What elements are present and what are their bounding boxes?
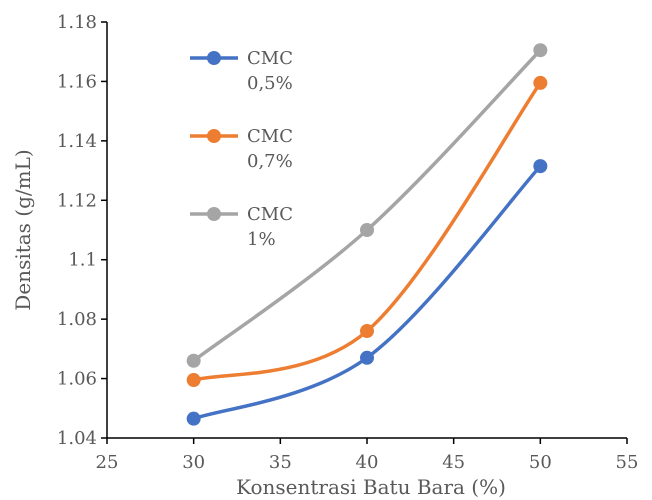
series-2 xyxy=(186,75,548,388)
legend-label: CMC xyxy=(247,48,293,69)
y-tick-label: 1.14 xyxy=(57,131,97,152)
legend-label: CMC xyxy=(247,126,293,147)
legend-label: 1% xyxy=(247,229,276,250)
x-tick-label: 30 xyxy=(182,452,205,473)
data-point xyxy=(533,75,548,90)
series-1 xyxy=(186,159,548,426)
y-tick-label: 1.18 xyxy=(57,12,97,33)
legend-swatch-marker xyxy=(207,129,221,143)
y-tick-label: 1.04 xyxy=(57,428,97,449)
x-tick-label: 55 xyxy=(616,452,639,473)
data-point xyxy=(360,324,374,339)
x-tick-label: 45 xyxy=(442,452,465,473)
legend: CMC 0,5% CMC 0,7% CMC 1% xyxy=(190,48,293,250)
y-tick-label: 1.16 xyxy=(57,71,97,92)
x-tick-label: 40 xyxy=(356,452,379,473)
series-line xyxy=(191,48,543,363)
series-line xyxy=(191,164,543,421)
data-point xyxy=(186,353,201,368)
y-tick-label: 1.1 xyxy=(68,250,97,271)
x-tick-label: 50 xyxy=(529,452,552,473)
x-axis-title: Konsentrasi Batu Bara (%) xyxy=(236,475,506,499)
legend-swatch-marker xyxy=(207,207,221,221)
x-tick-label: 25 xyxy=(96,452,119,473)
y-tick-label: 1.06 xyxy=(57,369,97,390)
data-point xyxy=(186,411,201,426)
x-tick-label: 35 xyxy=(269,452,292,473)
legend-label: 0,5% xyxy=(247,73,293,94)
x-axis-ticks: 25 30 35 40 45 50 55 xyxy=(96,438,639,473)
y-axis-title: Densitas (g/mL) xyxy=(11,149,35,310)
series-3 xyxy=(186,43,548,368)
legend-swatch-marker xyxy=(207,51,221,65)
legend-item: CMC 1% xyxy=(190,204,293,250)
y-tick-label: 1.08 xyxy=(57,309,97,330)
y-axis-ticks: 1.04 1.06 1.08 1.1 1.12 1.14 1.16 1.18 xyxy=(57,12,107,449)
series-line xyxy=(191,81,543,382)
data-point xyxy=(360,350,374,365)
data-point xyxy=(533,43,548,58)
legend-item: CMC 0,7% xyxy=(190,126,293,172)
legend-label: 0,7% xyxy=(247,151,293,172)
legend-label: CMC xyxy=(247,204,293,225)
legend-item: CMC 0,5% xyxy=(190,48,293,94)
data-point xyxy=(186,373,201,388)
y-tick-label: 1.12 xyxy=(57,190,97,211)
series-group xyxy=(186,43,548,426)
data-point xyxy=(360,223,374,237)
data-point xyxy=(533,159,548,174)
